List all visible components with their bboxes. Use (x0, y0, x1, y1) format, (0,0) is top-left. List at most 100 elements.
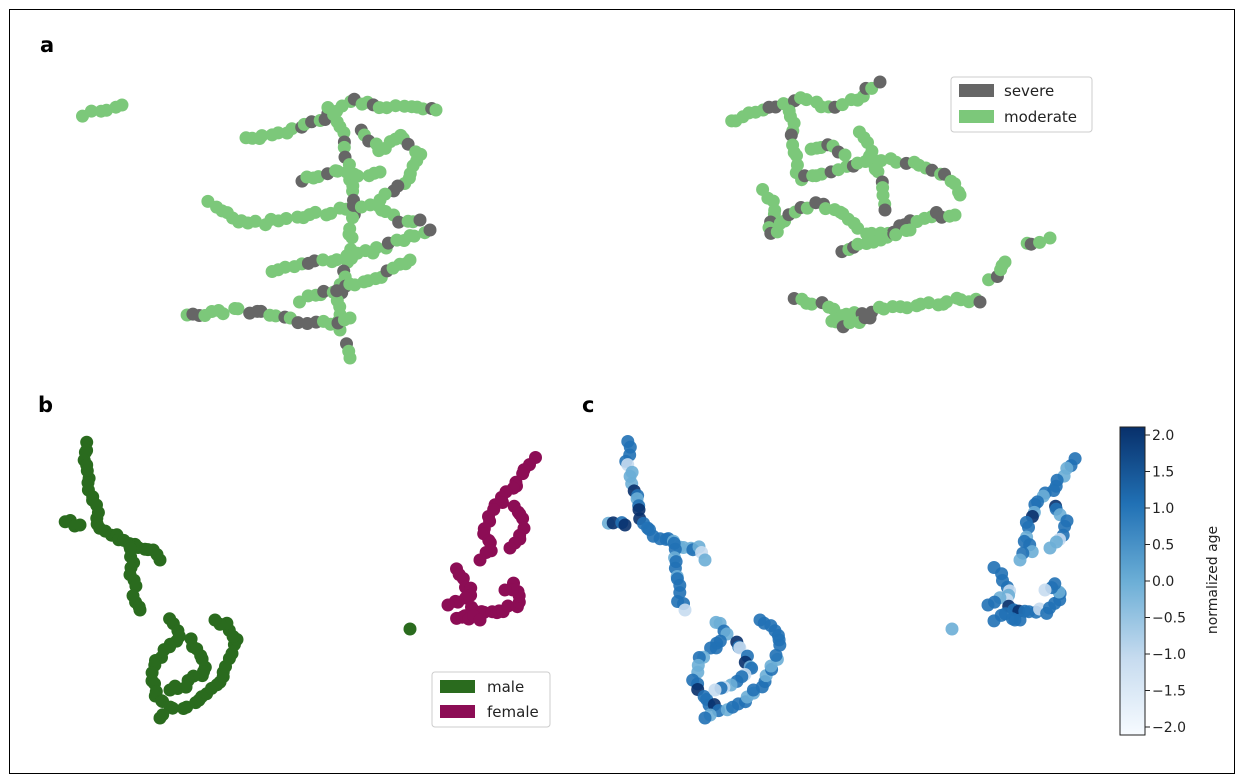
point-moderate (1043, 231, 1057, 245)
point-moderate (903, 223, 917, 237)
point-moderate (343, 311, 357, 325)
legend-a: severe moderate (950, 76, 1093, 133)
point-moderate (337, 140, 351, 154)
point-age (753, 613, 767, 627)
point-moderate (330, 253, 344, 267)
point-moderate (351, 169, 365, 183)
colorbar-tick-label: 1.5 (1152, 465, 1174, 481)
legend-label-moderate: moderate (1004, 108, 1077, 126)
point-male (163, 683, 177, 697)
point-moderate (255, 129, 269, 143)
point-moderate (216, 307, 230, 321)
point-moderate (889, 228, 903, 242)
legend-swatch-severe (959, 84, 994, 97)
point-moderate (953, 188, 967, 202)
colorbar-tick-label: −2.0 (1152, 720, 1186, 736)
point-age (769, 648, 783, 662)
panel-a-scatter (76, 75, 1057, 365)
panel-b-label: b (38, 393, 53, 417)
point-moderate (805, 297, 819, 311)
point-severe (863, 311, 877, 325)
legend-b: male female (431, 671, 551, 728)
point-moderate (308, 205, 322, 219)
point-moderate (407, 229, 421, 243)
colorbar-gradient (1119, 426, 1146, 736)
point-moderate (948, 208, 962, 222)
point-age (1022, 520, 1035, 534)
point-moderate (1033, 235, 1047, 249)
point-age (981, 598, 995, 612)
legend-label-male: male (487, 678, 524, 696)
point-moderate (373, 193, 387, 207)
point-moderate (940, 295, 954, 309)
legend-label-female: female (487, 703, 539, 721)
point-female (498, 583, 512, 597)
colorbar-tick-label: 2.0 (1152, 428, 1174, 444)
point-severe (423, 223, 437, 237)
point-age (1043, 541, 1057, 555)
point-moderate (373, 165, 387, 179)
point-age (698, 553, 712, 567)
point-moderate (369, 241, 383, 255)
point-age (1038, 583, 1052, 597)
point-severe (873, 75, 887, 89)
point-moderate (231, 302, 245, 316)
point-severe (392, 215, 406, 229)
point-age (1013, 553, 1027, 567)
colorbar: 2.0 1.5 1.0 0.5 0.0 −0.5 −1.0 −1.5 −2.0 normaliz… (1119, 426, 1221, 736)
point-female (473, 613, 487, 627)
colorbar-tick-label: 0.5 (1152, 538, 1174, 554)
point-female (503, 541, 517, 555)
point-severe (317, 284, 331, 298)
point-moderate (790, 149, 803, 163)
point-male (153, 711, 167, 725)
point-male (133, 603, 147, 617)
point-moderate (345, 231, 359, 245)
point-male (208, 613, 222, 627)
legend-swatch-female (440, 705, 475, 718)
point-age (678, 603, 692, 617)
point-age (708, 683, 722, 697)
point-moderate (279, 212, 293, 225)
point-male (153, 553, 167, 567)
point-moderate (900, 301, 914, 315)
point-moderate (998, 255, 1012, 269)
point-moderate (871, 165, 885, 179)
point-age (733, 641, 747, 655)
panel-b-scatter (58, 435, 542, 725)
point-severe (973, 295, 987, 309)
point-female (501, 599, 515, 613)
point-moderate (838, 148, 852, 162)
point-female (516, 467, 530, 481)
point-moderate (343, 351, 357, 365)
point-age (618, 518, 632, 532)
colorbar-tick-label: 0.0 (1152, 574, 1174, 590)
point-male (403, 622, 417, 636)
panel-c-label: c (582, 393, 594, 417)
legend-swatch-moderate (959, 110, 994, 123)
point-severe (784, 128, 798, 142)
point-severe (878, 203, 892, 217)
point-moderate (337, 126, 351, 140)
point-moderate (843, 316, 857, 330)
point-moderate (889, 155, 903, 169)
point-moderate (248, 214, 262, 228)
point-female (473, 553, 487, 567)
colorbar-tick-label: −0.5 (1152, 611, 1186, 627)
point-moderate (429, 103, 443, 117)
colorbar-tick-label: −1.5 (1152, 684, 1186, 700)
legend-label-severe: severe (1004, 82, 1054, 100)
panel-c-scatter (601, 435, 1082, 725)
point-moderate (115, 98, 129, 112)
point-age (698, 711, 712, 725)
point-female (441, 598, 455, 612)
point-male (73, 518, 87, 532)
point-severe (413, 213, 427, 227)
figure-frame (9, 9, 1235, 774)
legend-swatch-male (440, 680, 475, 693)
point-moderate (403, 253, 417, 267)
colorbar-tick-label: −1.0 (1152, 647, 1186, 663)
point-male (166, 701, 180, 715)
colorbar-label: normalized age (1205, 526, 1221, 634)
